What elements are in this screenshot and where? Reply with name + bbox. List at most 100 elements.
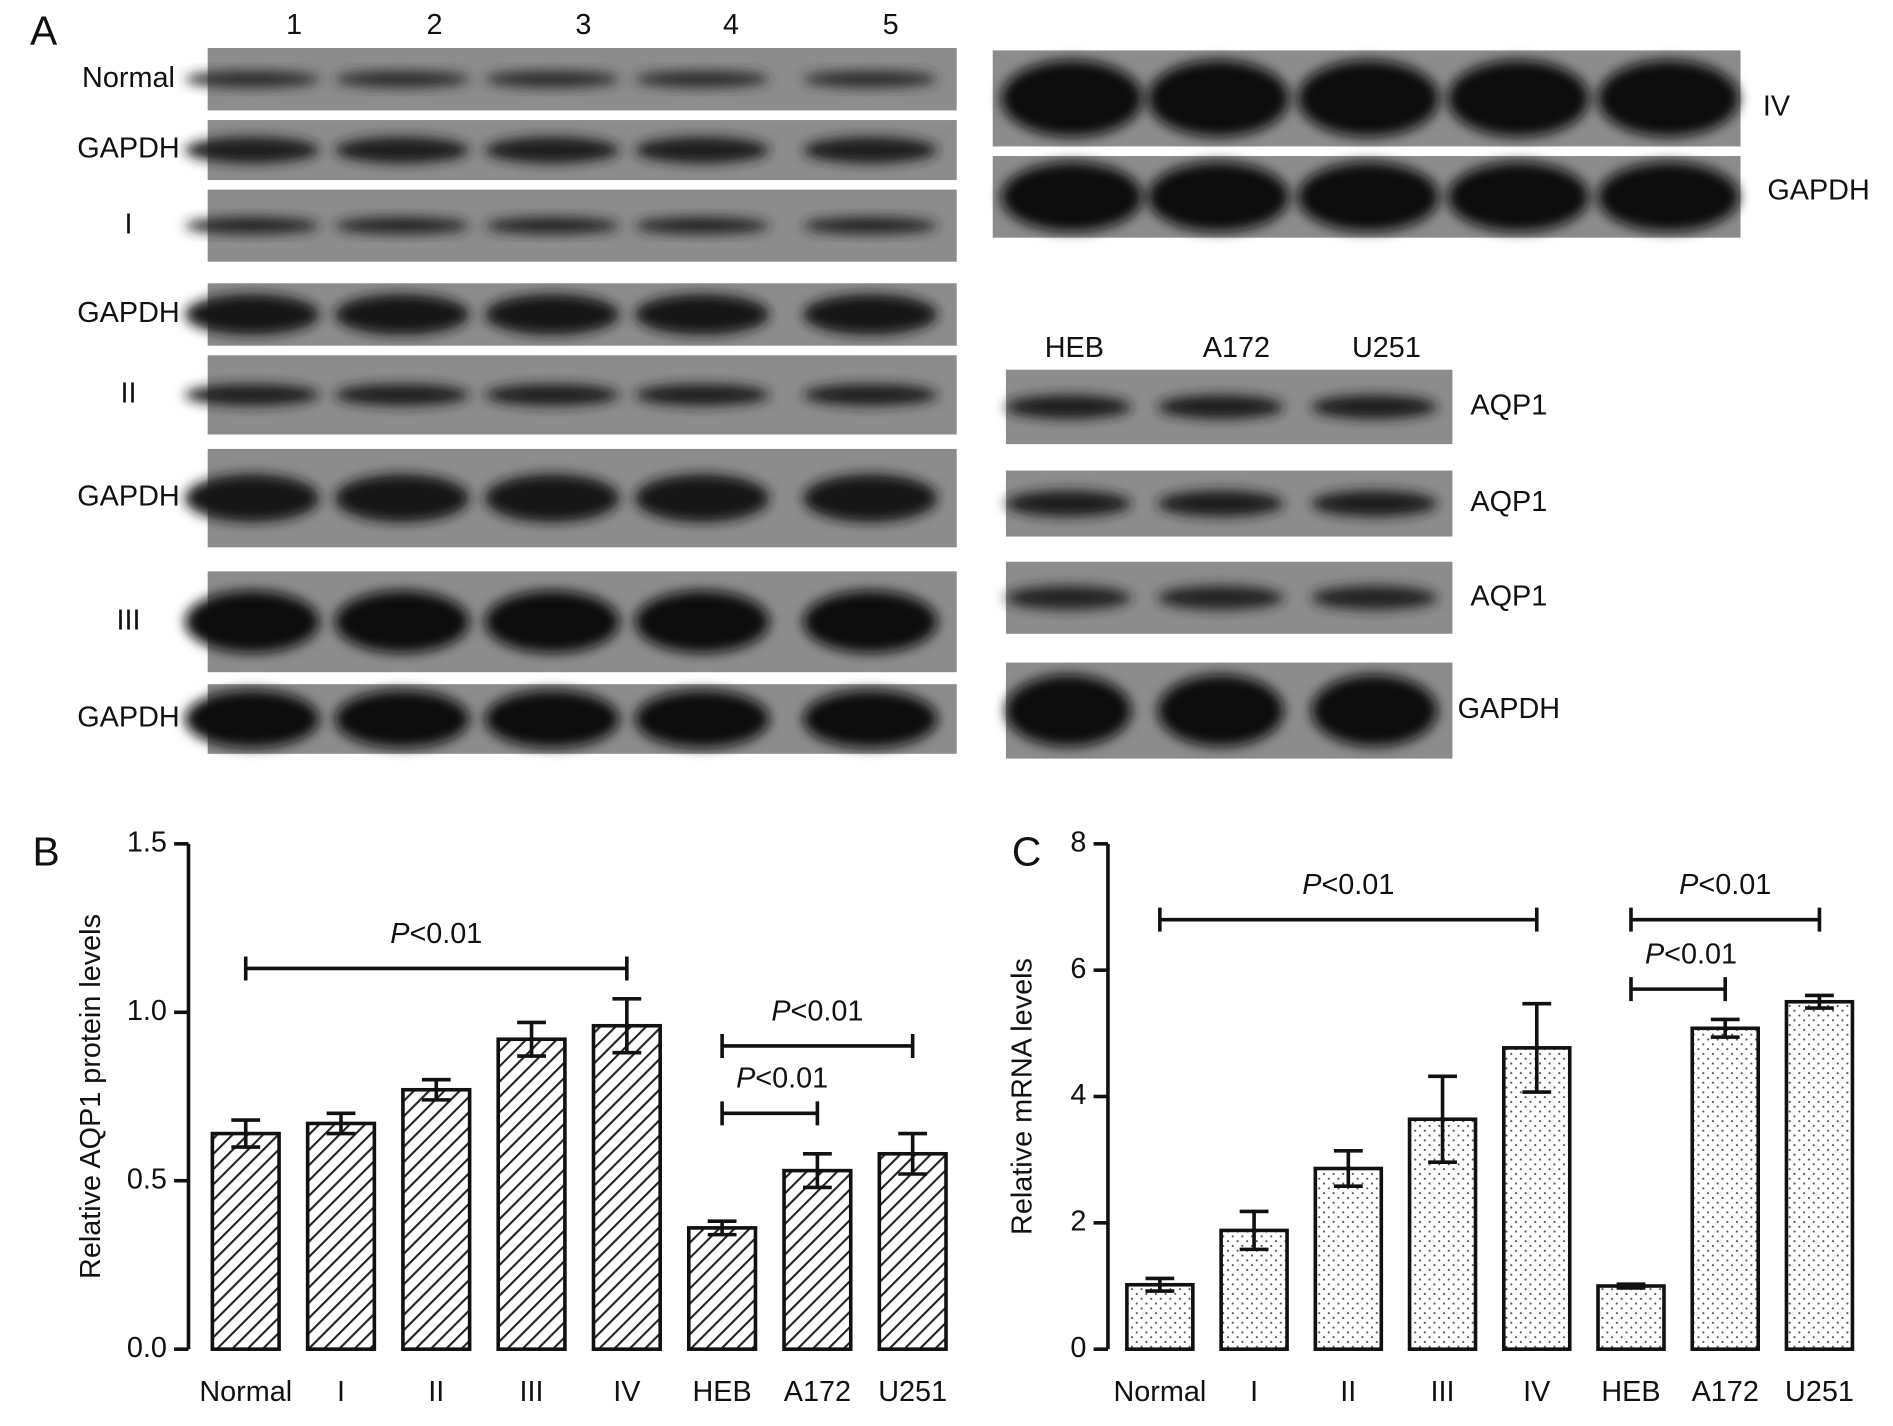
blot-band [484,474,620,523]
blot-band [635,136,770,164]
panel-label: C [1012,828,1041,874]
x-tick-label: II [1340,1376,1356,1408]
y-tick-label: 2 [1070,1205,1086,1237]
x-tick-label: I [337,1376,345,1408]
y-tick-label: 4 [1070,1079,1086,1111]
lane-label: 5 [883,9,899,41]
y-tick-label: 0.5 [127,1163,167,1195]
x-tick-label: II [428,1376,444,1408]
error-bar [612,997,642,1055]
x-tick-label: Normal [1113,1376,1206,1408]
blot-band [334,294,470,335]
row-label: IV [1763,91,1791,123]
blot-band [334,136,470,164]
blot-band [484,690,620,748]
significance-bracket [1629,977,1728,1002]
significance-bracket [1629,907,1822,932]
blot-band [635,474,770,523]
blot-band [1005,585,1132,610]
blot-band [184,136,320,164]
error-bar [1428,1074,1457,1165]
row-label: I [124,208,132,240]
blot-band [1147,60,1290,137]
row-label: GAPDH [77,297,179,329]
error-bar [1616,1282,1646,1290]
x-tick-label: HEB [1601,1376,1660,1408]
blot-band [635,690,770,748]
blot-band [635,384,770,406]
blot-band [334,70,470,88]
blot-band [803,690,938,748]
blot-band [635,590,770,653]
blot-band [484,136,620,164]
blot-band [1157,394,1284,419]
blot-band [803,70,938,88]
bar [1784,999,1855,1351]
y-tick-label: 8 [1070,826,1086,858]
blot-band [803,217,938,235]
error-bar [1145,1276,1175,1293]
panel-label: A [30,7,58,53]
x-tick-label: U251 [1785,1376,1854,1408]
bar [210,1131,281,1351]
blot-band [484,590,620,653]
bar [1596,1284,1666,1351]
significance-bracket [720,1101,820,1126]
blot-band [1005,490,1132,517]
blot-band [1157,674,1284,747]
significance-label: P<0.01 [390,917,482,949]
blot-band [1311,585,1438,610]
error-bar [707,1219,737,1237]
x-tick-label: A172 [1692,1376,1759,1408]
error-bar [231,1118,261,1149]
lane-label: A172 [1203,332,1270,364]
x-tick-label: IV [613,1376,641,1408]
x-tick-label: I [1250,1376,1258,1408]
blot-band [334,690,470,748]
bar [1690,1026,1760,1351]
bar [877,1151,948,1351]
row-label: Normal [82,62,175,94]
significance-bracket [1158,907,1539,932]
blot-band [1157,585,1284,610]
blot-band [1005,394,1132,419]
blot-band [334,474,470,523]
bar [401,1087,472,1351]
row-label: GAPDH [1458,693,1560,725]
blot-band [1311,490,1438,517]
error-bar [1522,1001,1552,1094]
blot-band [334,217,470,235]
significance-bracket [720,1033,915,1058]
blot-band [484,217,620,235]
bar [1313,1166,1384,1351]
row-label: GAPDH [77,702,179,734]
x-tick-label: U251 [878,1376,947,1408]
blot-band [803,384,938,406]
error-bar [421,1077,451,1102]
row-label: GAPDH [77,481,179,513]
error-bar [802,1151,832,1190]
x-tick-label: III [520,1376,544,1408]
bar [686,1226,758,1351]
blot-band [484,70,620,88]
blot-band [803,474,938,523]
row-label: II [120,378,136,410]
bar [305,1121,377,1351]
blot-band [1157,490,1284,517]
blot-band [184,690,320,748]
blot-band [184,384,320,406]
blot-band [803,136,938,164]
row-label: AQP1 [1470,580,1547,612]
significance-label: P<0.01 [1645,938,1737,970]
error-bar [1805,993,1834,1010]
blot-band [484,294,620,335]
blot-band [184,294,320,335]
x-tick-label: IV [1523,1376,1551,1408]
error-bar [1710,1017,1740,1039]
lane-label: U251 [1352,332,1421,364]
blot-band [184,70,320,88]
y-tick-label: 1.0 [127,995,167,1027]
